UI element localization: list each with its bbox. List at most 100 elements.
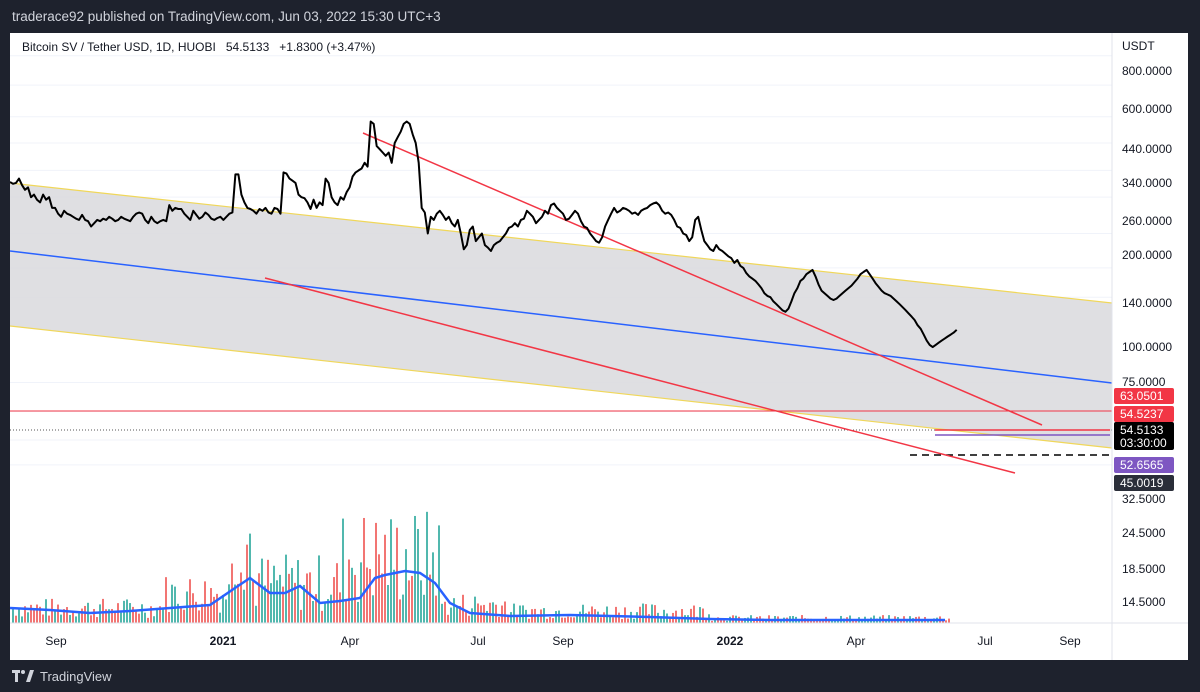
- volume-bar: [660, 616, 662, 623]
- volume-bar: [84, 605, 86, 623]
- price-label-value: 54.5237: [1120, 407, 1164, 421]
- volume-bar: [198, 610, 200, 623]
- volume-bar: [216, 593, 218, 623]
- volume-bar: [699, 607, 701, 623]
- volume-bar: [312, 600, 314, 623]
- volume-bar: [669, 617, 671, 623]
- volume-bar: [24, 606, 26, 623]
- volume-bar: [132, 606, 134, 623]
- volume-bar: [573, 617, 575, 623]
- volume-bar: [36, 604, 38, 623]
- volume-bar: [855, 620, 857, 623]
- price-label-bg: [1114, 422, 1174, 450]
- volume-bar: [108, 609, 110, 623]
- volume-bar: [243, 589, 245, 623]
- volume-bar: [639, 606, 641, 623]
- volume-bar: [471, 608, 473, 623]
- volume-bar: [696, 616, 698, 623]
- volume-bar: [690, 608, 692, 623]
- regression-channel: [9, 55, 1113, 466]
- volume-bar: [231, 563, 233, 623]
- volume-bar: [519, 605, 521, 623]
- volume-bar: [549, 617, 551, 623]
- volume-bar: [141, 604, 143, 623]
- volume-bar: [255, 605, 257, 623]
- volume-bar: [516, 616, 518, 623]
- volume-bar: [438, 525, 440, 623]
- volume-bar: [27, 612, 29, 623]
- price-axis[interactable]: USDT 800.0000 600.0000 440.0000 340.0000 260.…: [1111, 33, 1172, 660]
- brand-name: TradingView: [40, 668, 112, 684]
- volume-bar: [213, 596, 215, 623]
- volume-bar: [72, 610, 74, 623]
- price-label-countdown: 03:30:00: [1120, 436, 1167, 450]
- volume-bar: [81, 608, 83, 623]
- volume-bar: [441, 603, 443, 623]
- volume-bar: [153, 616, 155, 623]
- chart[interactable]: USDT 800.0000 600.0000 440.0000 340.0000 260.…: [9, 33, 1188, 660]
- chart-legend: Bitcoin SV / Tether USD, 1D, HUOBI 54.51…: [22, 40, 375, 54]
- trend-lines: [9, 132, 1113, 474]
- volume-bar: [180, 606, 182, 623]
- price-label-value: 63.0501: [1120, 389, 1164, 403]
- y-tick-label: 340.0000: [1122, 176, 1172, 190]
- volume-bar: [621, 618, 623, 623]
- volume-bar: [78, 613, 80, 623]
- volume-bar: [21, 616, 23, 623]
- volume-bar: [18, 609, 20, 623]
- volume-bar: [576, 614, 578, 623]
- price-line: [9, 120, 958, 349]
- y-tick-label: 600.0000: [1122, 102, 1172, 116]
- volume-bar: [165, 577, 167, 623]
- volume-bar: [465, 610, 467, 623]
- price-label-value: 52.6565: [1120, 458, 1164, 472]
- volume-bar: [798, 620, 800, 623]
- volume-ma-line: [9, 569, 945, 622]
- volume-bar: [273, 565, 275, 623]
- volume-bar: [39, 606, 41, 623]
- volume-bar: [723, 620, 725, 623]
- chart-frame[interactable]: USDT 800.0000 600.0000 440.0000 340.0000 260.…: [9, 33, 1188, 660]
- volume-bar: [237, 583, 239, 623]
- volume-bar: [582, 604, 584, 623]
- volume-bar: [372, 595, 374, 623]
- volume-bar: [453, 598, 455, 623]
- x-tick-label: Jul: [470, 634, 485, 648]
- volume-bar: [537, 614, 539, 623]
- channel-lower: [9, 325, 1113, 449]
- volume-bar: [396, 527, 398, 623]
- volume-bar: [423, 594, 425, 623]
- x-tick-label: Apr: [847, 634, 866, 648]
- y-tick-label: 200.0000: [1122, 248, 1172, 262]
- price-label-bg: [1114, 406, 1174, 422]
- channel-upper: [9, 182, 1113, 304]
- volume-bar: [42, 614, 44, 623]
- brand-logo[interactable]: TradingView: [12, 668, 112, 684]
- volume-bar: [135, 611, 137, 623]
- volume-bar: [75, 616, 77, 623]
- price-label: 63.0501: [1114, 388, 1174, 404]
- volume-bar: [642, 603, 644, 623]
- volume-bar: [330, 594, 332, 623]
- volume-bar: [651, 604, 653, 623]
- volume-bar: [678, 618, 680, 623]
- volume-bar: [54, 609, 56, 623]
- volume-bar: [489, 602, 491, 623]
- time-axis[interactable]: Sep 2021 Apr Jul Sep 2022 Apr Jul Sep: [10, 622, 1188, 648]
- price-label-bg: [1114, 457, 1174, 473]
- volume-bar: [927, 619, 929, 623]
- volume-bar: [327, 599, 329, 623]
- volume-bar: [504, 601, 506, 623]
- volume-bar: [945, 620, 947, 623]
- volume-bar: [162, 607, 164, 623]
- volume-bar: [324, 601, 326, 623]
- volume-bar: [618, 612, 620, 623]
- volume-bar: [360, 562, 362, 623]
- volume-bar: [369, 568, 371, 623]
- y-tick-label: 32.5000: [1122, 492, 1166, 506]
- volume-bar: [597, 611, 599, 623]
- volume-bar: [69, 614, 71, 623]
- volume-bar: [411, 575, 413, 623]
- volume-bar: [588, 611, 590, 623]
